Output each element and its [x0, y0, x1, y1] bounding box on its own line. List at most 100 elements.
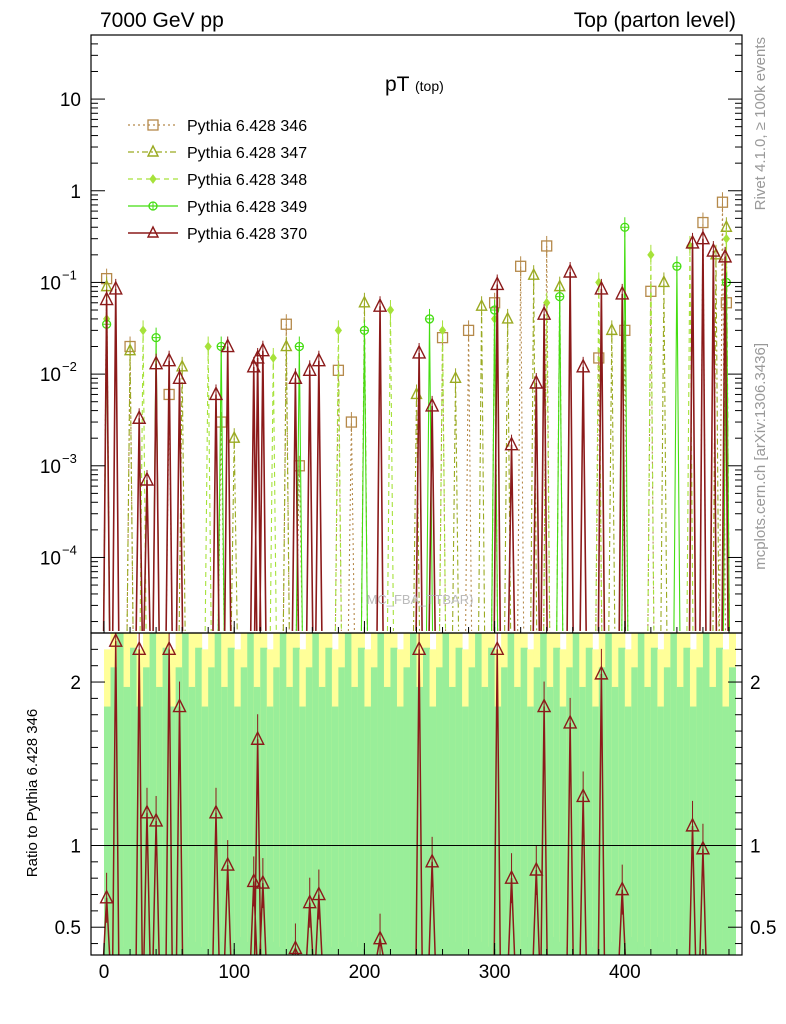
data-point	[334, 325, 343, 336]
data-point	[172, 369, 187, 385]
band-green	[383, 686, 391, 955]
ratio-point	[139, 804, 155, 819]
ratio-point	[695, 840, 711, 855]
data-point	[593, 352, 605, 364]
data-point	[543, 297, 551, 308]
band-green	[618, 647, 626, 955]
band-green	[279, 633, 287, 955]
band-green	[390, 647, 398, 955]
data-point	[280, 338, 293, 352]
band-green	[592, 706, 600, 955]
data-point	[527, 267, 540, 280]
band-green	[416, 686, 424, 955]
band-green	[631, 667, 639, 955]
band-green	[227, 647, 235, 955]
ratio-tick-label-right: 0.5	[750, 918, 776, 939]
x-tick-label: 0	[99, 962, 110, 983]
data-point	[139, 471, 155, 486]
legend-label: Pythia 6.428 348	[187, 172, 307, 189]
data-point	[619, 324, 631, 337]
band-green	[123, 686, 131, 955]
band-green	[338, 667, 346, 955]
ratio-point	[594, 665, 609, 680]
ratio-point	[563, 714, 578, 729]
x-tick-label: 400	[609, 962, 641, 983]
y-tick-exponent: −2	[62, 359, 77, 374]
ratio-point	[424, 853, 440, 868]
series-line-4	[102, 238, 729, 632]
y-tick-label: 10	[40, 548, 61, 569]
band-green	[364, 706, 372, 955]
ratio-tick-label-right: 2	[750, 673, 761, 694]
legend-marker	[146, 225, 160, 238]
band-green	[247, 633, 255, 955]
band-green	[214, 633, 222, 955]
band-green	[266, 706, 274, 955]
band-green	[442, 633, 450, 955]
series-3	[101, 217, 732, 632]
band-green	[715, 647, 723, 955]
legend-label: Pythia 6.428 346	[187, 118, 307, 135]
band-green	[553, 647, 561, 955]
data-point	[647, 250, 655, 260]
series-lines-top	[99, 192, 733, 632]
ratio-point	[255, 874, 270, 889]
data-point	[462, 324, 475, 337]
data-point	[555, 291, 565, 302]
band-green	[273, 667, 281, 955]
band-green	[357, 647, 365, 955]
y-tick-label: 10	[40, 365, 61, 386]
data-point	[657, 274, 671, 288]
data-point	[438, 325, 447, 336]
data-point	[294, 341, 304, 352]
band-green	[520, 647, 528, 955]
data-point	[706, 242, 721, 257]
ratio-line	[102, 641, 707, 955]
band-green	[292, 647, 300, 955]
legend-marker	[149, 174, 157, 184]
band-green	[683, 647, 691, 955]
legend-label: Pythia 6.428 370	[187, 226, 307, 243]
data-point	[99, 291, 114, 306]
ratio-point	[108, 633, 123, 647]
band-green	[657, 706, 665, 955]
data-point	[302, 361, 317, 377]
data-point	[697, 216, 709, 229]
band-green	[299, 706, 307, 955]
data-point	[716, 196, 729, 208]
data-point	[685, 234, 700, 249]
band-green	[527, 706, 535, 955]
series-lines-ratio	[91, 633, 742, 955]
band-green	[188, 686, 196, 955]
band-green	[286, 686, 294, 955]
ratio-point	[504, 869, 519, 884]
band-green	[514, 686, 522, 955]
ratio-point	[250, 730, 265, 745]
data-point	[563, 263, 578, 278]
data-point	[148, 355, 164, 370]
data-point	[220, 337, 235, 353]
series-4	[99, 228, 733, 632]
x-tick-label: 200	[349, 962, 381, 983]
data-point	[208, 385, 224, 401]
band-green	[462, 706, 470, 955]
rivet-label: Rivet 4.1.0, ≥ 100k events	[752, 37, 769, 210]
band-green	[468, 667, 476, 955]
data-point	[358, 295, 371, 308]
band-green	[240, 667, 248, 955]
ratio-point	[246, 872, 261, 888]
series-line-1	[103, 227, 730, 632]
ratio-point	[529, 861, 544, 876]
band-green	[611, 686, 619, 955]
data-point	[176, 359, 189, 372]
ratio-point	[132, 640, 147, 656]
data-point	[501, 311, 514, 324]
band-green	[650, 647, 658, 955]
band-green	[637, 633, 645, 955]
band-green	[175, 667, 183, 955]
band-green	[676, 686, 684, 955]
band-green	[663, 667, 671, 955]
band-green	[234, 706, 242, 955]
band-green	[169, 706, 177, 955]
data-point	[311, 352, 326, 367]
